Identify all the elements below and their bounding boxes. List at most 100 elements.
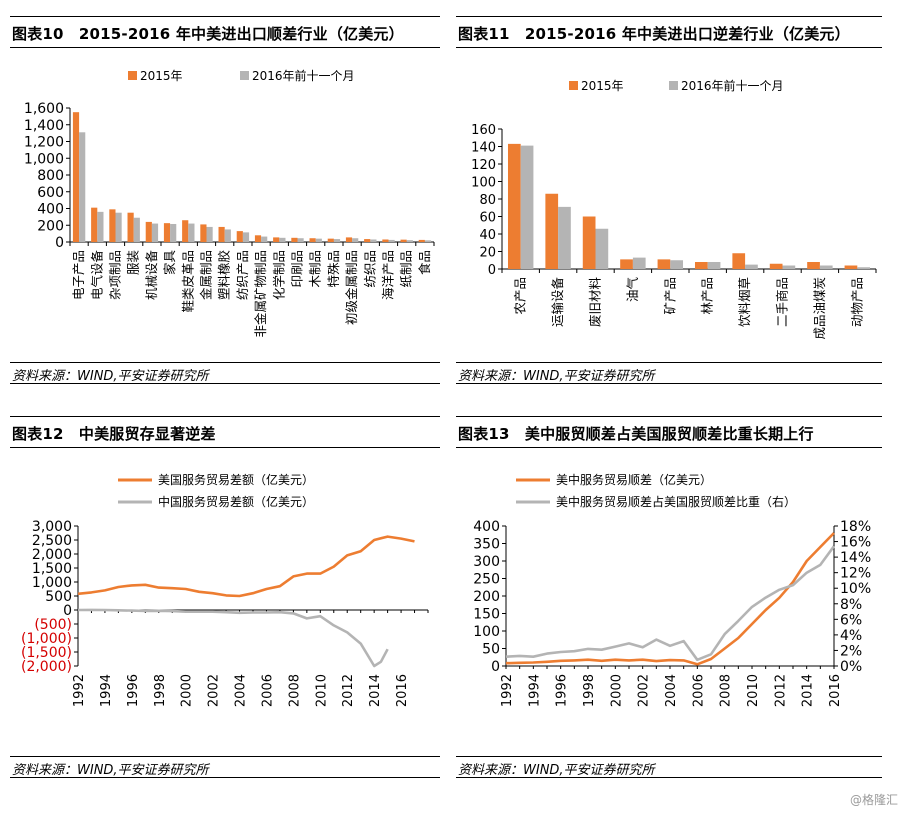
y-tick-label: 300 [473, 554, 500, 570]
bar [170, 223, 177, 242]
x-tick-label: 2010 [746, 674, 761, 707]
legend-label: 2015年 [140, 69, 183, 83]
bar [291, 237, 298, 242]
y-tick-label: 0 [488, 263, 496, 278]
bar [595, 228, 609, 269]
y-tick-label: 80 [479, 193, 496, 208]
source-bar: 资料来源：WIND,平安证券研究所 [456, 362, 882, 384]
category-label: 家具 [162, 250, 177, 276]
bar [707, 262, 721, 269]
bar [315, 238, 322, 242]
y2-tick-label: 6% [840, 612, 862, 628]
x-tick-label: 2008 [719, 674, 734, 707]
bar [236, 231, 243, 242]
bar [807, 262, 820, 269]
category-label: 电气设备 [89, 250, 104, 301]
y-tick-label: 2,000 [32, 547, 72, 563]
bar [406, 240, 413, 242]
bar [370, 239, 377, 242]
bar [507, 143, 521, 269]
x-tick-label: 2016 [395, 674, 410, 707]
bar [819, 265, 833, 269]
watermark: @格隆汇 [849, 793, 898, 807]
category-label: 木制品 [308, 250, 323, 288]
bar [109, 209, 116, 242]
bar [364, 239, 371, 242]
series-line [505, 545, 836, 662]
y-tick-label: 0 [63, 603, 72, 619]
x-tick-label: 1992 [500, 674, 515, 707]
y2-tick-label: 16% [840, 535, 871, 551]
category-label: 食品 [417, 250, 432, 275]
category-label: 废旧材料 [588, 277, 603, 328]
y-tick-label: 400 [473, 519, 500, 535]
panel-title-bar: 图表12 中美服贸存显著逆差 [10, 416, 440, 448]
source-note: 资料来源：WIND,平安证券研究所 [458, 369, 655, 384]
bar [151, 223, 159, 242]
bar [145, 221, 152, 242]
bar [242, 232, 250, 242]
category-label: 成品油煤炭 [812, 277, 827, 340]
legend-swatch [128, 71, 137, 80]
bar-chart-deficit-industries: 0 20 40 60 80 100 120 140 160 农产品 运输设备 废旧材料 油气 矿产品 林产品… [471, 78, 877, 340]
legend-swatch [669, 81, 678, 90]
x-tick-label: 2014 [801, 674, 816, 707]
legend-swatch [569, 81, 578, 90]
source-bar: 资料来源：WIND,平安证券研究所 [456, 756, 882, 778]
bar [182, 220, 189, 242]
category-label: 服装 [126, 250, 141, 275]
y-tick-label: 20 [479, 246, 496, 261]
legend-label: 美中服务贸易顺差占美国服贸顺差比重（右） [556, 494, 796, 509]
panel-title-bar: 图表13 美中服贸顺差占美国服贸顺差比重长期上行 [456, 416, 882, 448]
x-tick-label: 1996 [555, 674, 570, 707]
series-line [77, 608, 389, 668]
y-tick-label: 0 [55, 235, 64, 251]
y-tick-label: 140 [471, 141, 496, 156]
category-label: 特殊品 [326, 250, 341, 288]
panel-title-bar: 图表11 2015-2016 年中美进出口逆差行业（亿美元） [456, 16, 882, 48]
category-label: 海洋产品 [381, 250, 396, 300]
category-label: 机械设备 [144, 250, 159, 301]
y-tick-label: 1,000 [24, 151, 64, 167]
panel-title-bar: 图表10 2015-2016 年中美进出口顺差行业（亿美元） [10, 16, 440, 48]
y-tick-label: 40 [479, 228, 496, 243]
bar [382, 239, 389, 242]
y-tick-label: 350 [473, 537, 500, 553]
bar [261, 236, 268, 242]
y-tick-label: (1,500) [21, 645, 72, 661]
y2-tick-label: 8% [840, 597, 862, 613]
category-label: 林产品 [700, 277, 715, 315]
y2-tick-label: 14% [840, 550, 871, 566]
bar [345, 237, 353, 242]
bar [632, 257, 646, 269]
y-tick-label: (500) [34, 617, 72, 633]
bar [279, 237, 286, 242]
x-tick-label: 1996 [126, 674, 141, 707]
series-line [505, 532, 835, 666]
legend-label: 中国服务贸易差额（亿美元） [158, 494, 314, 509]
y-tick-label: 200 [37, 218, 64, 234]
y-tick-label: 150 [473, 607, 500, 623]
y-tick-label: 100 [473, 624, 500, 640]
category-label: 运输设备 [550, 277, 565, 328]
y-tick-label: 3,000 [32, 519, 72, 535]
x-tick-label: 2004 [664, 674, 679, 707]
panel-title: 图表12 中美服贸存显著逆差 [12, 425, 216, 443]
x-tick-label: 1998 [153, 674, 168, 707]
x-tick-label: 2008 [287, 674, 302, 707]
panel-title: 图表13 美中服贸顺差占美国服贸顺差比重长期上行 [458, 425, 814, 443]
category-label: 油气 [625, 277, 640, 303]
category-label: 动物产品 [849, 277, 864, 327]
bar [582, 216, 596, 269]
y-tick-label: 500 [45, 589, 72, 605]
x-tick-label: 2012 [341, 674, 356, 707]
bar [657, 259, 671, 269]
x-tick-label: 2006 [260, 674, 275, 707]
chart-panel-12: 图表12 中美服贸存显著逆差 3,000 2,500 2,000 1,500 1,000… [10, 416, 440, 778]
y-tick-label: 1,200 [24, 135, 64, 151]
category-label: 金属制品 [199, 250, 214, 300]
bar [782, 265, 796, 269]
legend-label: 2015年 [581, 79, 624, 93]
y-tick-label: 160 [471, 123, 496, 138]
